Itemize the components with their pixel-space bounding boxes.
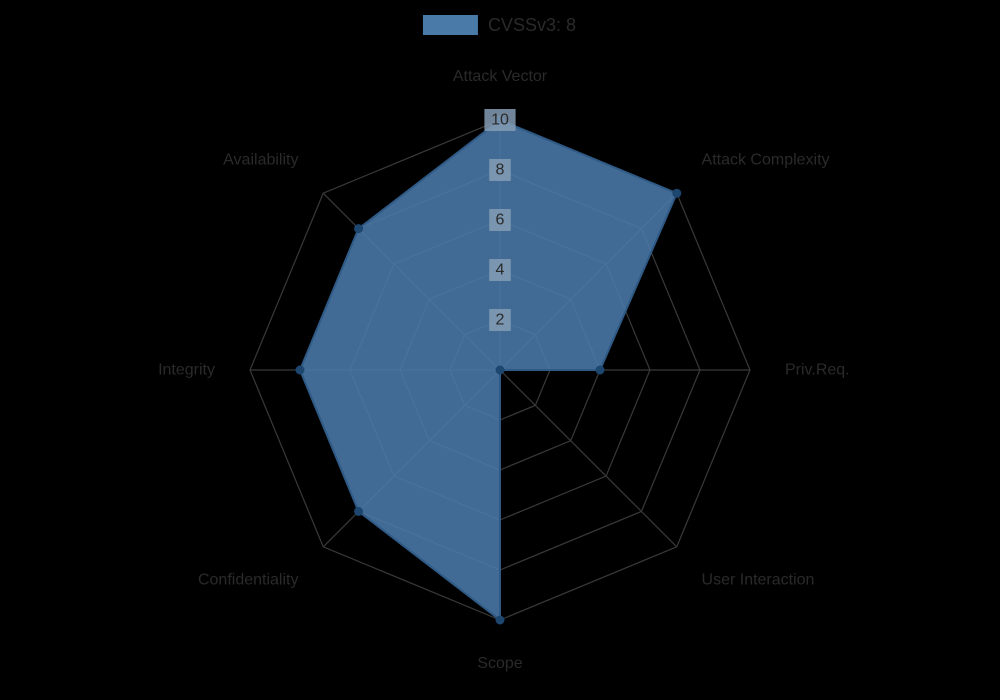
axis-label: Integrity xyxy=(158,362,215,379)
radar-marker xyxy=(355,507,363,515)
legend-swatch xyxy=(423,15,478,35)
radial-tick-label: 10 xyxy=(491,112,509,129)
radar-marker xyxy=(673,189,681,197)
cvss-radar-chart: 2 4 6 8 10 Attack Vector Attack Complexity Priv… xyxy=(0,0,1000,700)
legend: CVSSv3: 8 xyxy=(423,15,576,35)
radial-tick-label: 6 xyxy=(496,212,505,229)
axis-label: Attack Vector xyxy=(453,68,548,85)
radar-marker xyxy=(596,366,604,374)
radial-tick-label: 8 xyxy=(496,162,505,179)
axis-label: Availability xyxy=(223,151,298,168)
radar-marker xyxy=(296,366,304,374)
axis-label: Attack Complexity xyxy=(702,151,830,168)
legend-label: CVSSv3: 8 xyxy=(488,15,576,35)
radar-marker xyxy=(355,225,363,233)
radar-marker xyxy=(496,366,504,374)
axis-label: Priv.Req. xyxy=(785,362,850,379)
radial-tick-label: 4 xyxy=(496,262,505,279)
radar-marker xyxy=(496,616,504,624)
axis-label: User Interaction xyxy=(702,572,815,589)
axis-label: Scope xyxy=(477,655,522,672)
radial-tick-label: 2 xyxy=(496,312,505,329)
axis-label: Confidentiality xyxy=(198,572,299,589)
